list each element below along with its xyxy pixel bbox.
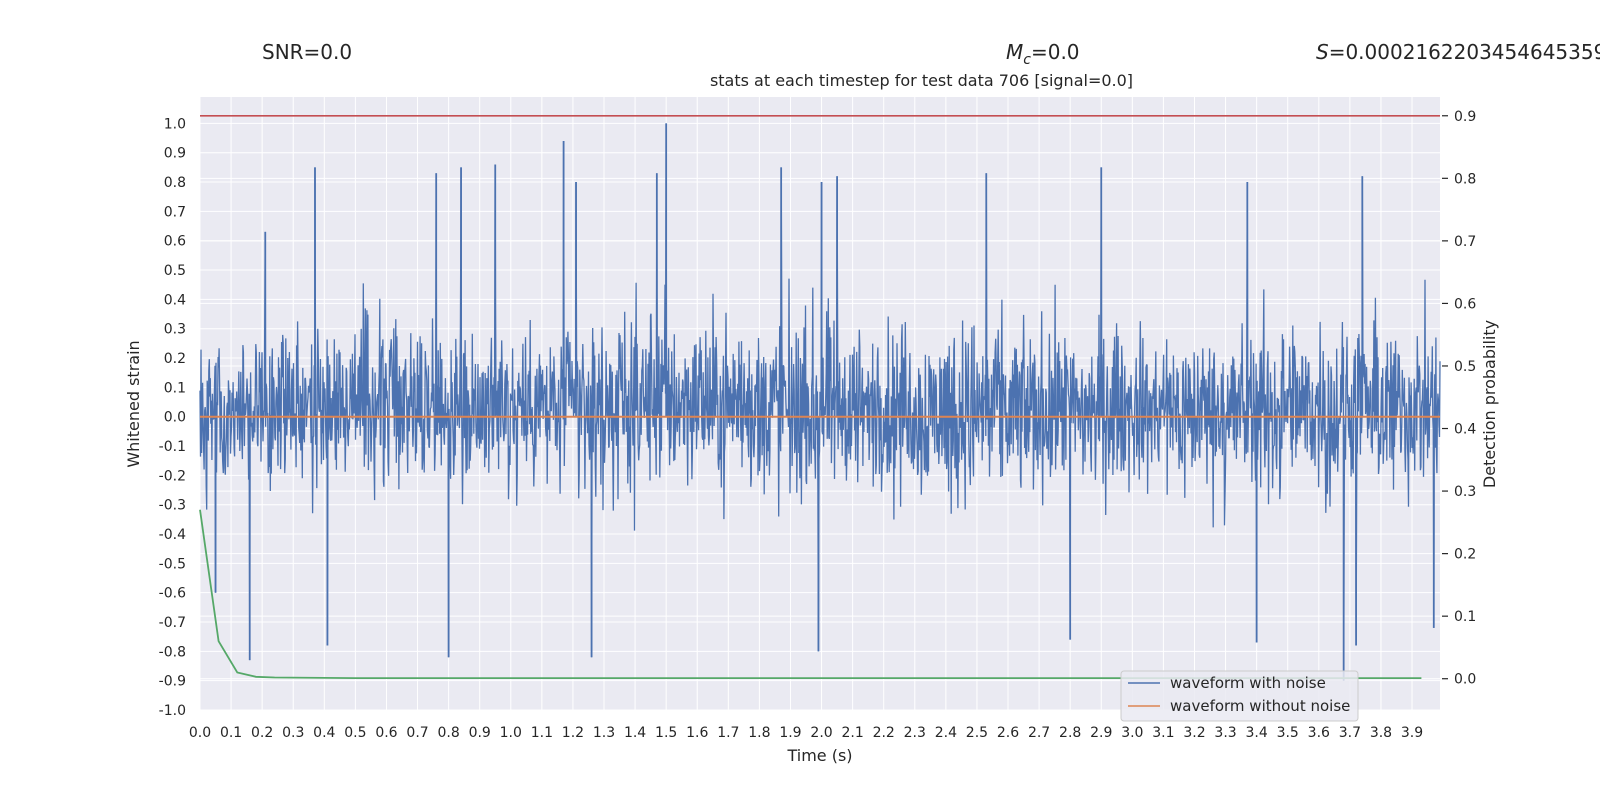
x-tick-label: 2.8 — [1059, 725, 1081, 741]
series-detection-probability — [199, 509, 1422, 679]
legend-label-without-noise: waveform without noise — [1170, 697, 1350, 715]
s-symbol: S — [1316, 40, 1329, 64]
legend-box — [1120, 670, 1359, 722]
y2-tick-label: 0.8 — [1454, 171, 1476, 187]
x-tick-label: 1.6 — [686, 725, 708, 741]
x-tick-label: 3.0 — [1121, 725, 1143, 741]
x-axis-label: Time (s) — [786, 746, 852, 765]
x-tick-label: 3.4 — [1246, 725, 1268, 741]
y-tick-label: 0.6 — [164, 234, 186, 250]
x-tick-label: 3.8 — [1370, 725, 1392, 741]
x-tick-label: 2.3 — [904, 725, 926, 741]
x-tick-label: 1.3 — [593, 725, 615, 741]
x-tick-label: 2.1 — [841, 725, 863, 741]
snr-label: SNR=0.0 — [262, 40, 353, 64]
x-tick-label: 1.7 — [717, 725, 739, 741]
x-tick-label: 1.1 — [531, 725, 553, 741]
y2-tick-label: 0.2 — [1454, 547, 1476, 563]
line-waveform-with-noise — [199, 123, 1441, 681]
x-tick-label: 2.7 — [1028, 725, 1050, 741]
x-tick-label: 0.5 — [344, 725, 366, 741]
y-tick-label: -0.6 — [159, 586, 186, 602]
chirp-mass-symbol: M — [1006, 40, 1024, 64]
y-axis-ticks: -1.0 -0.9 -0.8 -0.7 -0.6 -0.5 -0.4 -0.3 -0.2 -0.1… — [159, 116, 186, 719]
y-tick-label: -0.9 — [159, 674, 186, 690]
y-tick-label: 0.3 — [164, 322, 186, 338]
x-tick-label: 0.7 — [406, 725, 428, 741]
x-tick-label: 0.9 — [469, 725, 491, 741]
x-tick-label: 0.3 — [282, 725, 304, 741]
s-label: S=0.0002162203454645359 — [1316, 40, 1600, 64]
x-tick-label: 2.2 — [873, 725, 895, 741]
y-tick-label: -0.8 — [159, 644, 186, 660]
x-tick-label: 2.6 — [997, 725, 1019, 741]
y-tick-label: -1.0 — [159, 703, 186, 719]
x-tick-label: 1.5 — [655, 725, 677, 741]
y2-axis-ticks: 0.0 0.1 0.2 0.3 0.4 0.5 0.6 0.7 0.8 0.9 — [1442, 109, 1476, 688]
line-detection-probability — [199, 509, 1422, 679]
legend-label-with-noise: waveform with noise — [1170, 674, 1326, 692]
x-tick-label: 3.6 — [1308, 725, 1330, 741]
y-tick-label: -0.7 — [159, 615, 186, 631]
x-tick-label: 2.0 — [810, 725, 832, 741]
y-tick-label: -0.1 — [159, 439, 186, 455]
y-tick-label: 0.5 — [164, 263, 186, 279]
x-tick-label: 3.2 — [1183, 725, 1205, 741]
x-tick-label: 0.8 — [437, 725, 459, 741]
chirp-mass-value: =0.0 — [1030, 40, 1080, 64]
x-tick-label: 3.1 — [1152, 725, 1174, 741]
y-tick-label: -0.2 — [159, 468, 186, 484]
x-tick-label: 3.9 — [1401, 725, 1423, 741]
x-tick-label: 1.9 — [779, 725, 801, 741]
x-tick-label: 1.8 — [748, 725, 770, 741]
y-tick-label: 0.9 — [164, 146, 186, 162]
x-axis-ticks: 0.0 0.1 0.2 0.3 0.4 0.5 0.6 0.7 0.8 0.9 1.0 1.1 1.2 1… — [189, 725, 1423, 741]
y2-axis-label: Detection probability — [1480, 320, 1499, 488]
y-tick-label: 0.2 — [164, 351, 186, 367]
x-tick-label: 0.4 — [313, 725, 335, 741]
y-tick-label: -0.4 — [159, 527, 186, 543]
y2-tick-label: 0.5 — [1454, 359, 1476, 375]
y-tick-label: 0.8 — [164, 175, 186, 191]
legend: waveform with noise waveform without noi… — [1120, 670, 1359, 722]
x-tick-label: 2.9 — [1090, 725, 1112, 741]
x-tick-label: 1.4 — [624, 725, 646, 741]
y2-tick-label: 0.1 — [1454, 609, 1476, 625]
x-tick-label: 0.1 — [220, 725, 242, 741]
chart-title: stats at each timestep for test data 706… — [709, 71, 1134, 90]
y2-tick-label: 0.6 — [1454, 296, 1476, 312]
y2-tick-label: 0.0 — [1454, 672, 1476, 688]
series-waveform-with-noise — [199, 123, 1441, 681]
x-tick-label: 2.4 — [935, 725, 957, 741]
x-tick-label: 3.7 — [1339, 725, 1361, 741]
x-tick-label: 0.2 — [251, 725, 273, 741]
x-tick-label: 3.3 — [1214, 725, 1236, 741]
y2-tick-label: 0.9 — [1454, 109, 1476, 125]
y2-tick-label: 0.7 — [1454, 234, 1476, 250]
x-tick-label: 3.5 — [1277, 725, 1299, 741]
y-tick-label: -0.5 — [159, 556, 186, 572]
chirp-mass-label: Mc=0.0 — [1006, 40, 1080, 68]
chirp-mass-subscript: c — [1023, 52, 1031, 68]
y-tick-label: 0.4 — [164, 292, 186, 308]
y-tick-label: -0.3 — [159, 498, 186, 514]
y-axis-label: Whitened strain — [124, 340, 143, 467]
y-tick-label: 1.0 — [164, 116, 186, 132]
x-tick-label: 0.6 — [375, 725, 397, 741]
y-tick-label: 0.7 — [164, 204, 186, 220]
x-tick-label: 2.5 — [966, 725, 988, 741]
y-tick-label: 0.0 — [164, 410, 186, 426]
s-value: =0.0002162203454645359 — [1328, 40, 1600, 64]
x-tick-label: 0.0 — [189, 725, 211, 741]
x-tick-label: 1.2 — [562, 725, 584, 741]
x-tick-label: 1.0 — [500, 725, 522, 741]
y2-tick-label: 0.3 — [1454, 484, 1476, 500]
y-tick-label: 0.1 — [164, 380, 186, 396]
y2-tick-label: 0.4 — [1454, 422, 1476, 438]
